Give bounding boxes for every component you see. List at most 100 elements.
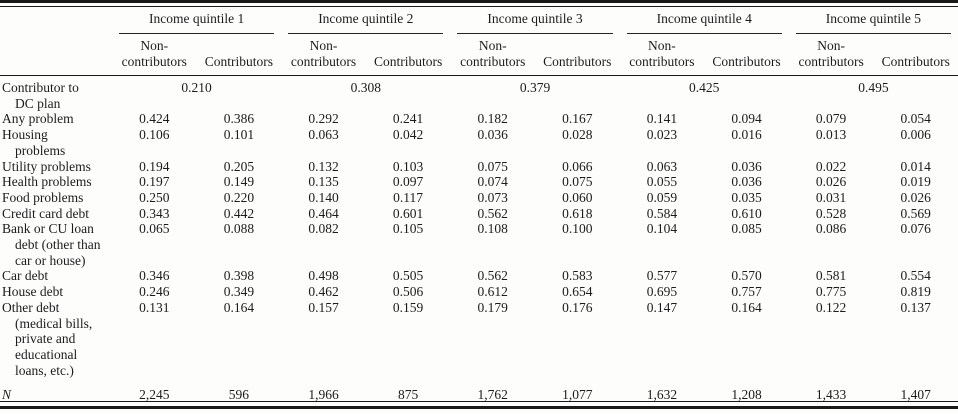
cell-value: 0.164 xyxy=(731,299,762,315)
cell-value: 0.137 xyxy=(900,299,931,315)
table-body: Contributor to DC plan 0.210 0.308 0.379 0.42… xyxy=(0,76,958,404)
cell-value: 0.618 xyxy=(562,205,593,221)
cell-value: 0.462 xyxy=(308,284,339,300)
cell-value: 1,077 xyxy=(562,387,593,403)
cell-value: 0.131 xyxy=(139,299,170,315)
noncontributors-header: Non-contributors xyxy=(281,34,366,76)
cell-value: 1,433 xyxy=(815,387,847,403)
cell-value: 0.074 xyxy=(477,174,508,190)
cell-value: 0.775 xyxy=(815,284,847,300)
table-row: Food problems 0.250 0.220 0.140 0.117 0.073 0.… xyxy=(0,190,958,206)
cell-value: 0.398 xyxy=(223,268,255,284)
cell-value: 0.179 xyxy=(477,299,508,315)
cell-value: 0.442 xyxy=(223,205,255,221)
cell-value: 0.059 xyxy=(646,189,678,205)
table-header: Income quintile 1 Income quintile 2 Inco… xyxy=(0,7,958,76)
cell-value: 0.343 xyxy=(139,205,170,221)
cell-value: 0.094 xyxy=(731,111,762,127)
cell-value: 0.612 xyxy=(477,284,508,300)
cell-value: 0.135 xyxy=(308,174,339,190)
cell-value: 0.075 xyxy=(477,158,508,174)
cell-value: 1,407 xyxy=(900,387,931,403)
cell-value: 0.695 xyxy=(646,284,678,300)
table-row: Bank or CU loan debt (other than car or ho… xyxy=(0,221,958,268)
cell-value: 0.167 xyxy=(562,111,593,127)
cell-value: 0.117 xyxy=(393,189,424,205)
cell-value: 0.425 xyxy=(689,80,720,95)
row-label: N xyxy=(2,387,12,403)
quintile-2-header: Income quintile 2 xyxy=(281,7,450,34)
cell-value: 0.757 xyxy=(731,284,762,300)
cell-value: 0.019 xyxy=(900,174,931,190)
cell-value: 0.654 xyxy=(562,284,593,300)
subheader-row: Non-contributors Contributors Non-contri… xyxy=(0,34,958,76)
bottom-rule-thin xyxy=(0,401,958,402)
cell-value: 0.386 xyxy=(223,111,255,127)
dc-plan-quintile-table: Income quintile 1 Income quintile 2 Inco… xyxy=(0,7,958,403)
cell-value: 0.063 xyxy=(308,127,339,143)
top-rule-thick xyxy=(0,0,958,3)
cell-value: 0.079 xyxy=(815,111,847,127)
cell-value: 0.132 xyxy=(308,158,339,174)
cell-value: 0.819 xyxy=(900,284,931,300)
contributors-header: Contributors xyxy=(873,34,958,76)
cell-value: 0.042 xyxy=(392,127,424,143)
table-row: House debt 0.246 0.349 0.462 0.506 0.612 0.654… xyxy=(0,284,958,300)
cell-value: 875 xyxy=(397,387,419,403)
table-row: Contributor to DC plan 0.210 0.308 0.379 0.42… xyxy=(0,76,958,112)
table-row: Health problems 0.197 0.149 0.135 0.097 0.074… xyxy=(0,174,958,190)
cell-value: 0.220 xyxy=(223,189,255,205)
stub-cell xyxy=(0,34,112,76)
table-row: Any problem 0.424 0.386 0.292 0.241 0.182 0.16… xyxy=(0,111,958,127)
cell-value: 0.157 xyxy=(308,299,339,315)
cell-value: 0.073 xyxy=(477,189,508,205)
cell-value: 0.026 xyxy=(900,189,931,205)
cell-value: 0.086 xyxy=(815,221,847,237)
cell-value: 0.210 xyxy=(181,80,212,95)
noncontributors-header: Non-contributors xyxy=(112,34,197,76)
table-row: Car debt 0.346 0.398 0.498 0.505 0.562 0.583 0.… xyxy=(0,268,958,284)
cell-value: 0.528 xyxy=(815,205,847,221)
cell-value: 0.105 xyxy=(392,221,424,237)
quintile-header-label: Income quintile 1 xyxy=(119,7,275,34)
table-row: Housing problems 0.106 0.101 0.063 0.042 0.036… xyxy=(0,127,958,158)
cell-value: 0.026 xyxy=(815,174,847,190)
cell-value: 0.147 xyxy=(646,299,678,315)
cell-value: 0.164 xyxy=(223,299,255,315)
cell-value: 0.054 xyxy=(900,111,931,127)
cell-value: 0.085 xyxy=(731,221,762,237)
cell-value: 0.346 xyxy=(139,268,170,284)
cell-value: 1,966 xyxy=(308,387,339,403)
row-label: Utility problems xyxy=(2,158,91,174)
cell-value: 0.066 xyxy=(562,158,593,174)
cell-value: 0.176 xyxy=(562,299,593,315)
cell-value: 0.583 xyxy=(562,268,593,284)
row-label: Contributor to DC plan xyxy=(2,80,79,111)
cell-value: 1,208 xyxy=(731,387,762,403)
cell-value: 0.100 xyxy=(562,221,593,237)
noncontributors-header: Non-contributors xyxy=(450,34,535,76)
quintile-3-header: Income quintile 3 xyxy=(450,7,619,34)
cell-value: 0.246 xyxy=(139,284,170,300)
cell-value: 0.581 xyxy=(815,268,847,284)
quintile-header-label: Income quintile 2 xyxy=(288,7,444,34)
cell-value: 0.063 xyxy=(646,158,678,174)
quintile-header-row: Income quintile 1 Income quintile 2 Inco… xyxy=(0,7,958,34)
cell-value: 0.022 xyxy=(815,158,847,174)
cell-value: 0.554 xyxy=(900,268,931,284)
noncontributors-header: Non-contributors xyxy=(619,34,705,76)
cell-value: 0.076 xyxy=(900,221,931,237)
cell-value: 0.149 xyxy=(223,174,255,190)
cell-value: 0.610 xyxy=(731,205,762,221)
table-row: Other debt (medical bills, private and educ… xyxy=(0,300,958,379)
row-label: House debt xyxy=(2,284,64,300)
cell-value: 0.308 xyxy=(350,80,381,95)
cell-value: 0.562 xyxy=(477,268,508,284)
row-label: Credit card debt xyxy=(2,205,89,221)
cell-value: 0.036 xyxy=(731,158,762,174)
quintile-header-label: Income quintile 4 xyxy=(626,7,782,34)
cell-value: 596 xyxy=(228,387,250,403)
cell-value: 0.505 xyxy=(392,268,424,284)
cell-value: 0.570 xyxy=(731,268,762,284)
